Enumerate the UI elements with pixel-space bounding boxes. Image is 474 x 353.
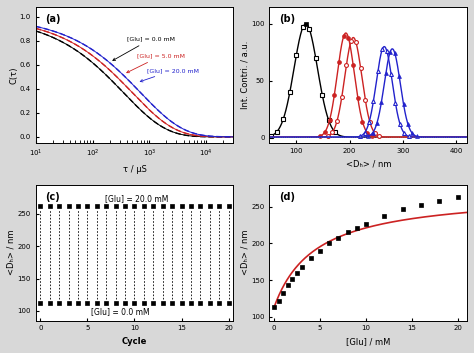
X-axis label: τ / μS: τ / μS bbox=[123, 164, 146, 174]
Text: [Glu] = 0.0 mM: [Glu] = 0.0 mM bbox=[91, 307, 150, 316]
Y-axis label: Int. Contri. / a.u.: Int. Contri. / a.u. bbox=[241, 41, 250, 109]
X-axis label: Cycle: Cycle bbox=[122, 337, 147, 346]
Text: [Glu] = 20.0 mM: [Glu] = 20.0 mM bbox=[140, 68, 199, 82]
Text: (a): (a) bbox=[46, 14, 61, 24]
Y-axis label: <Dₕ> / nm: <Dₕ> / nm bbox=[7, 230, 16, 275]
Text: (d): (d) bbox=[279, 191, 295, 202]
Text: [Glu] = 5.0 mM: [Glu] = 5.0 mM bbox=[127, 53, 185, 73]
X-axis label: <Dₕ> / nm: <Dₕ> / nm bbox=[346, 159, 391, 168]
Y-axis label: C(τ): C(τ) bbox=[9, 66, 18, 84]
Text: (c): (c) bbox=[46, 191, 60, 202]
Text: [Glu] = 20.0 mM: [Glu] = 20.0 mM bbox=[105, 194, 168, 203]
X-axis label: [Glu] / mM: [Glu] / mM bbox=[346, 337, 391, 346]
Text: (b): (b) bbox=[279, 14, 295, 24]
Text: [Glu] = 0.0 mM: [Glu] = 0.0 mM bbox=[113, 37, 175, 60]
Y-axis label: <Dₕ> / nm: <Dₕ> / nm bbox=[241, 230, 250, 275]
